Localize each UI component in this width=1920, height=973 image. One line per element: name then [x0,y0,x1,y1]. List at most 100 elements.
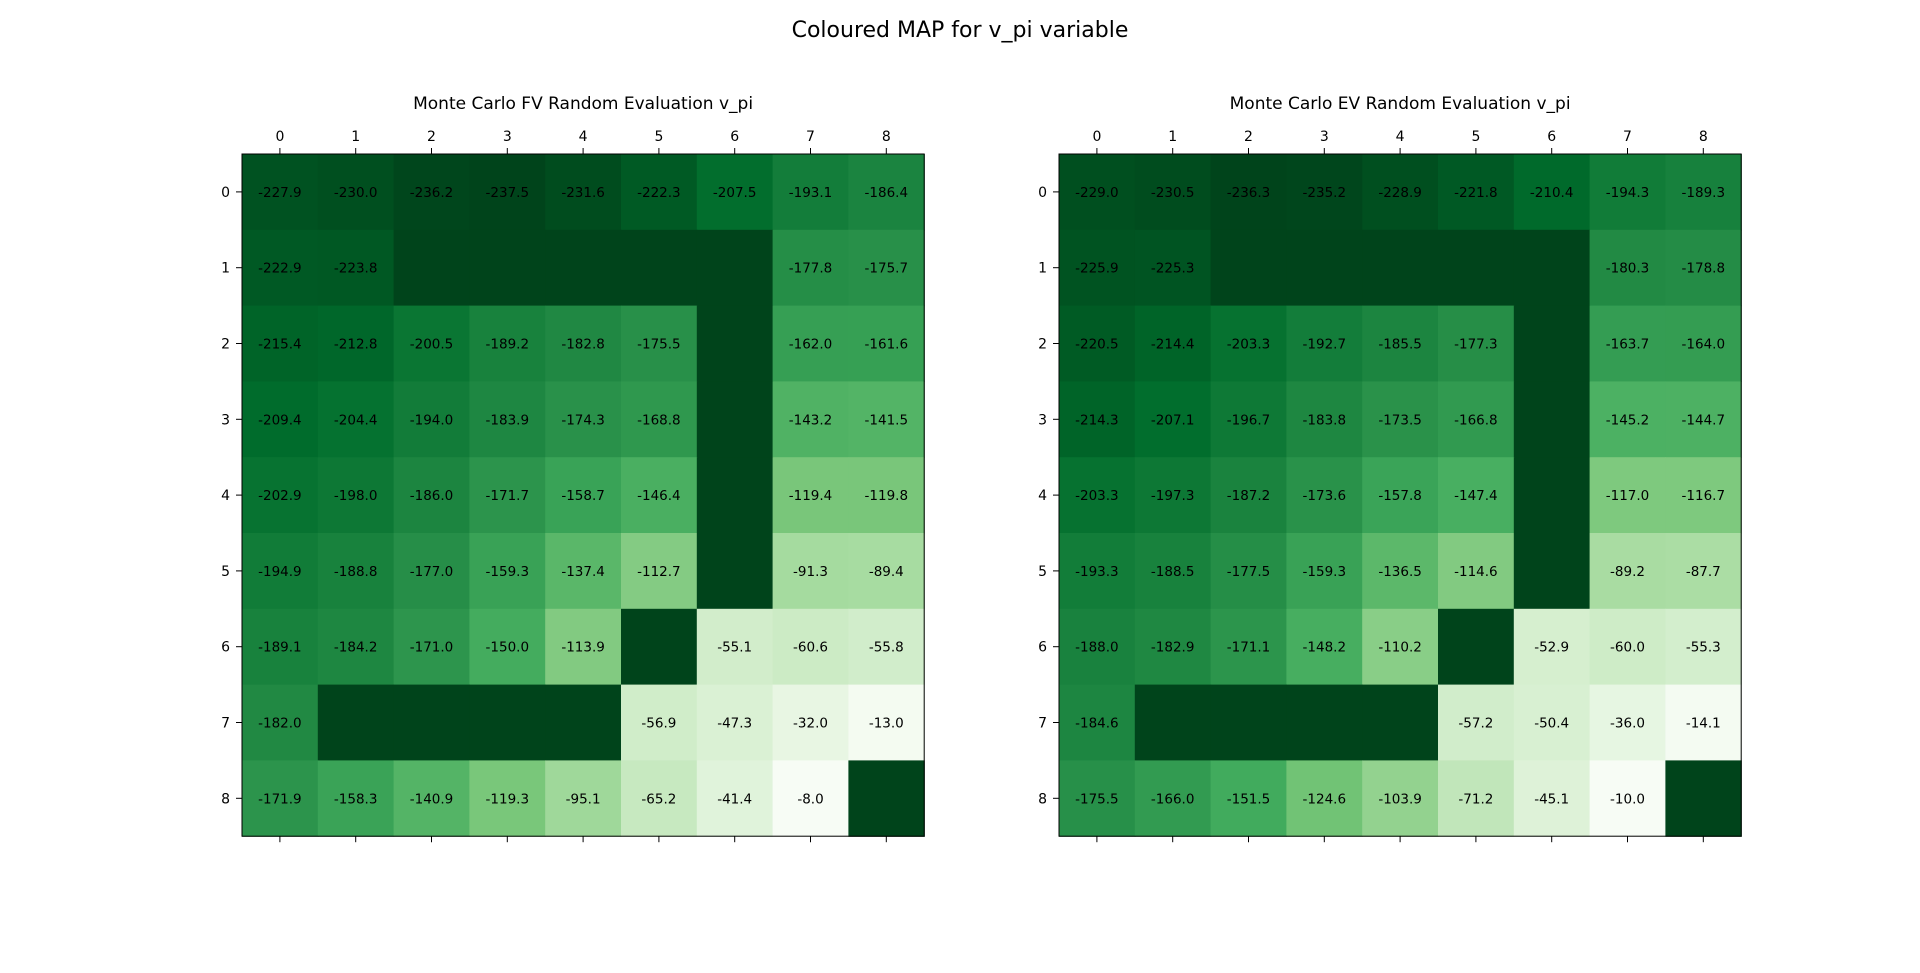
x-tick-label: 5 [1471,129,1480,145]
heatmap-cell [1438,154,1515,231]
cell-label: -225.3 [1151,261,1195,277]
cell-label: -171.0 [410,640,454,656]
heatmap-cell [317,457,395,534]
heatmap-cell [1665,229,1742,307]
cell-label: -214.3 [1075,412,1119,428]
cell-label: -140.9 [410,791,454,807]
heatmap-cell [469,381,546,458]
heatmap-cell [1589,760,1666,837]
cell-label: -236.2 [410,185,454,201]
heatmap-cell [848,760,925,837]
cell-label: -56.9 [641,716,676,732]
x-tick-label: 8 [1699,129,1708,145]
heatmap-cell [1362,533,1439,610]
cell-label: -188.8 [334,564,378,580]
y-tick-label: 0 [221,185,230,201]
heatmap-cell [1286,533,1363,610]
heatmap-cell [696,381,774,458]
cell-label: -177.3 [1454,337,1498,353]
heatmap-cell [1134,154,1212,231]
cell-label: -194.3 [1606,185,1650,201]
heatmap-cell [1286,760,1363,837]
heatmap-cell [1513,684,1591,761]
heatmap-cell [1438,305,1515,382]
cell-label: -188.5 [1151,564,1195,580]
x-tick-label: 5 [654,129,663,145]
cell-label: -103.9 [1378,791,1422,807]
cell-label: -178.8 [1682,261,1726,277]
cell-label: -175.7 [865,261,909,277]
cell-label: -14.1 [1686,716,1721,732]
heatmap-fv: -227.9 -230.0 -236.2 -237.5 -231.6 -222.3 -207… [221,94,925,843]
cell-label: -175.5 [637,337,681,353]
heatmap-cell [1362,608,1439,686]
y-tick-label: 8 [1038,791,1047,807]
cell-label: -180.3 [1606,261,1650,277]
subplot-title: Monte Carlo EV Random Evaluation v_pi [1230,94,1571,114]
heatmap-cell [848,381,925,458]
cell-label: -230.0 [334,185,378,201]
cell-label: -222.9 [258,261,302,277]
cell-label: -95.1 [566,791,601,807]
x-tick-label: 7 [806,129,815,145]
cell-label: -166.0 [1151,791,1195,807]
heatmap-cell [1589,229,1666,307]
cell-label: -124.6 [1303,791,1347,807]
heatmap-cell [545,608,622,686]
heatmap-cell [469,533,546,610]
cell-label: -164.0 [1682,337,1726,353]
heatmap-cell [393,229,470,307]
heatmap-cell [1134,760,1212,837]
heatmap-cell [393,381,470,458]
heatmap-cell [772,457,849,534]
cell-label: -8.0 [797,791,823,807]
cell-label: -91.3 [793,564,828,580]
heatmap-cell [696,608,774,686]
heatmap-cell [1589,154,1666,231]
heatmap-cell [469,684,546,761]
x-tick-label: 1 [351,129,360,145]
y-tick-label: 4 [221,488,230,504]
heatmap-cell [1210,760,1287,837]
heatmap-cell [317,608,395,686]
cell-label: -116.7 [1682,488,1726,504]
cell-label: -187.2 [1227,488,1271,504]
cell-label: -192.7 [1303,337,1347,353]
heatmap-cell [1362,305,1439,382]
cell-label: -32.0 [793,716,828,732]
y-tick-label: 2 [1038,337,1047,353]
heatmap-cell [621,457,698,534]
cell-label: -200.5 [410,337,454,353]
y-tick-label: 6 [1038,640,1047,656]
heatmap-cell [772,305,849,382]
cell-label: -158.3 [334,791,378,807]
cell-label: -177.5 [1227,564,1271,580]
cell-label: -228.9 [1378,185,1422,201]
heatmap-cell [1438,457,1515,534]
heatmap-cell [1059,154,1136,231]
cell-label: -182.8 [561,337,605,353]
heatmap-cell [621,381,698,458]
heatmap-cell [1513,229,1591,307]
heatmap-cell [848,154,925,231]
heatmap-cell [1059,457,1136,534]
heatmap-cell [393,760,470,837]
heatmap-cell [1286,608,1363,686]
heatmap-cell [1513,760,1591,837]
y-tick-label: 2 [221,337,230,353]
cell-label: -229.0 [1075,185,1119,201]
heatmap-cell [1059,305,1136,382]
heatmap-cell [393,608,470,686]
cell-label: -162.0 [789,337,833,353]
heatmap-cell [1210,457,1287,534]
heatmap-cell [317,381,395,458]
heatmap-cell [696,760,774,837]
x-tick-label: 3 [503,129,512,145]
y-tick-label: 1 [1038,261,1047,277]
cell-label: -159.3 [1303,564,1347,580]
cell-label: -193.3 [1075,564,1119,580]
heatmap-cell [545,684,622,761]
heatmap-cell [1059,760,1136,837]
heatmap-cell [545,457,622,534]
